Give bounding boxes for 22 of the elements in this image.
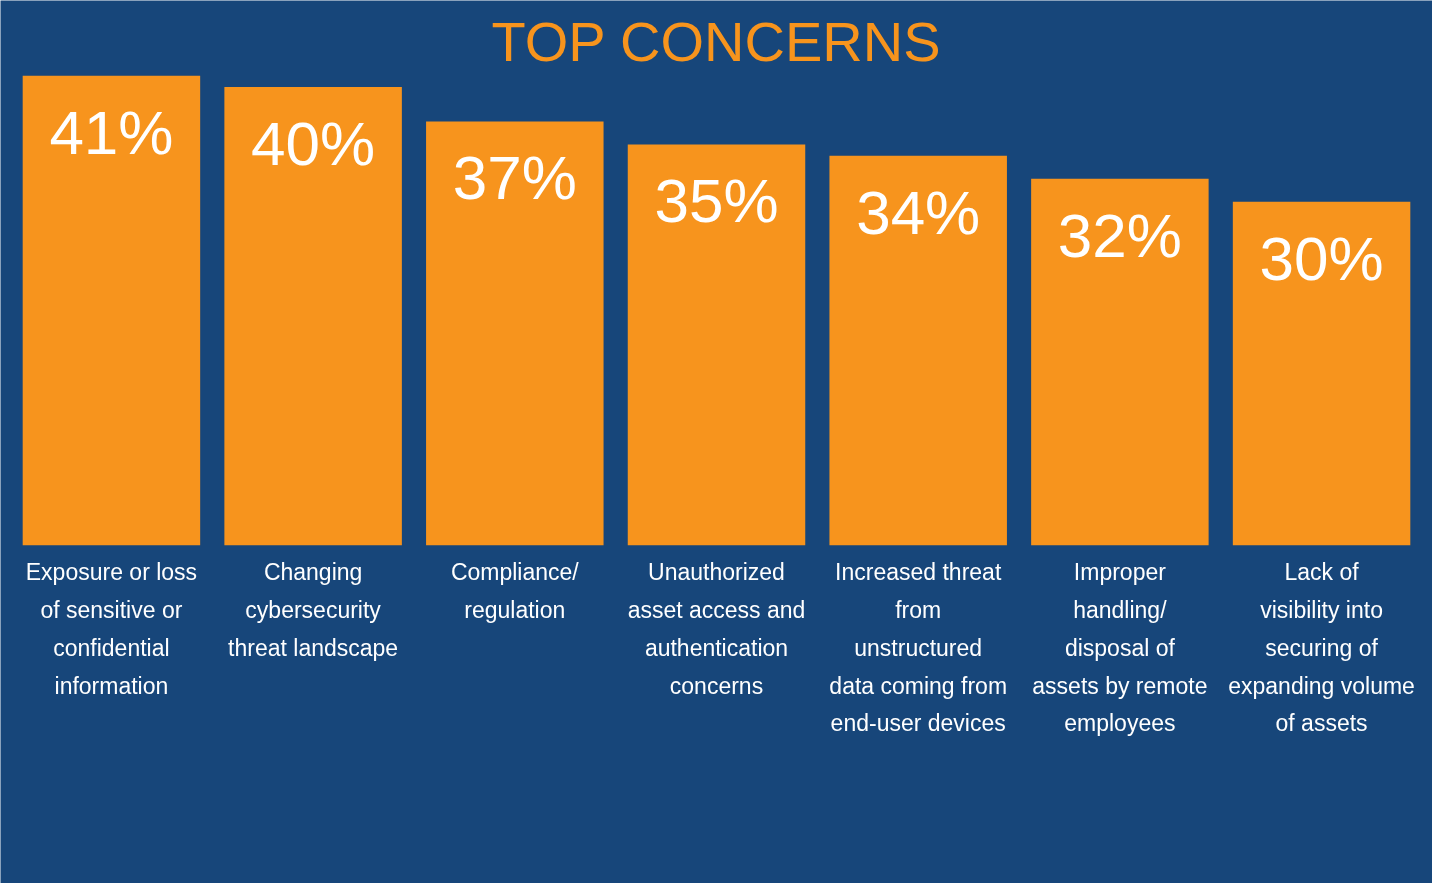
x-tick-label: Changing cybersecurity threat landscape — [228, 559, 399, 661]
x-tick-label: Increased threat from unstructured data coming from end-user devices — [829, 559, 1008, 737]
data-label: 34% — [856, 177, 981, 247]
x-tick-label: Exposure or loss of sensitive or confidential information — [25, 559, 198, 699]
bar — [627, 144, 806, 546]
data-label: 37% — [452, 143, 577, 213]
data-label: 30% — [1259, 223, 1384, 293]
bar — [426, 121, 604, 546]
bar — [829, 155, 1007, 546]
x-tick-label: Unauthorized asset access and authentication concerns — [627, 559, 806, 699]
bar — [224, 87, 402, 546]
data-label: 41% — [49, 97, 174, 167]
bar — [1232, 201, 1411, 546]
data-label: 32% — [1057, 200, 1182, 270]
data-label: 35% — [654, 166, 779, 236]
x-tick-label: Lack of visibility into securing of expanding volume of assets — [1228, 559, 1415, 737]
data-label: 40% — [251, 109, 376, 179]
bar — [22, 75, 201, 546]
x-tick-label: Improper handling/ disposal of assets by remote employees — [1032, 559, 1208, 737]
chart-title: TOP CONCERNS — [491, 9, 941, 73]
x-tick-label: Compliance/ regulation — [450, 559, 580, 624]
bar — [1031, 178, 1209, 546]
